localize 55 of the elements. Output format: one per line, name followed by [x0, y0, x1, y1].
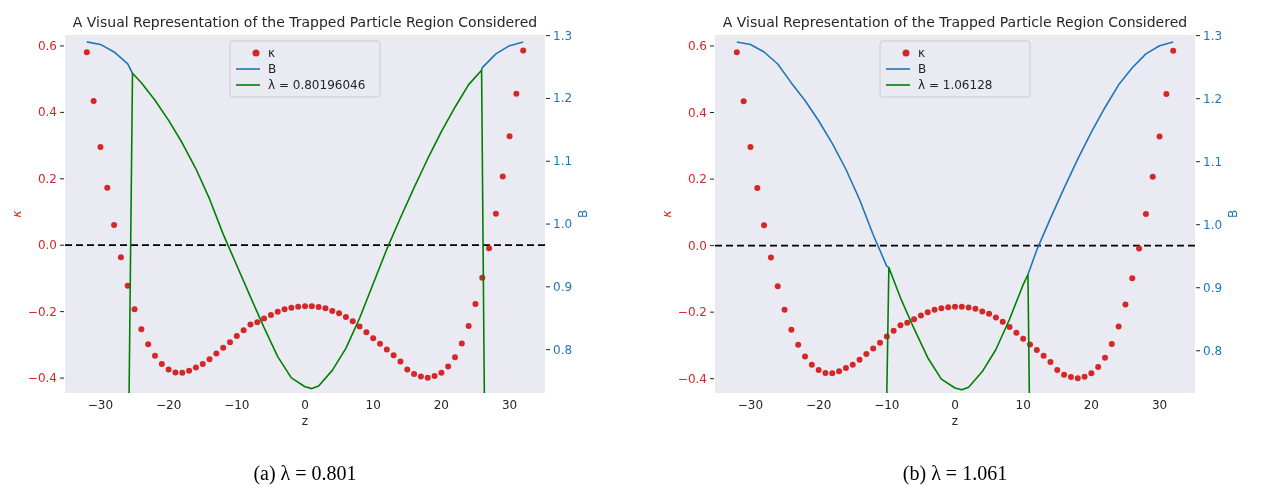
x-tick-label: −30: [737, 398, 764, 412]
x-tick-label: 20: [1083, 398, 1099, 412]
x-tick-label: 10: [1015, 398, 1031, 412]
y-tick-label: −0.4: [27, 371, 57, 386]
legend-label: B: [918, 62, 927, 76]
y2-axis-title: B: [576, 209, 590, 219]
x-tick-label: 0: [951, 398, 959, 412]
y-tick-label: −0.2: [677, 305, 707, 320]
y2-tick-label: 0.9: [553, 279, 573, 294]
x-tick-label: −20: [805, 398, 832, 412]
x-tick-label: −20: [155, 398, 182, 412]
x-tick-label: 0: [301, 398, 309, 412]
text: (b) λ = 1.061: [902, 462, 1008, 485]
chart-title: A Visual Representation of the Trapped Particle Region Considered: [722, 14, 1188, 30]
y2-tick-label: 1.0: [1203, 217, 1223, 232]
legend-label: κ: [918, 46, 926, 60]
y-axis-title: κ: [660, 209, 674, 218]
x-axis-title: z: [301, 414, 309, 428]
y-axis-title: κ: [10, 209, 24, 218]
y-tick-label: 0.6: [37, 38, 57, 53]
y-tick-label: −0.2: [27, 304, 57, 319]
y-tick-label: 0.4: [37, 105, 57, 120]
y-tick-label: 0.0: [37, 238, 57, 253]
x-tick-label: 30: [501, 398, 518, 412]
y2-tick-label: 0.9: [1203, 280, 1223, 295]
text: (a) λ = 0.801: [253, 462, 357, 485]
y-tick-label: −0.4: [677, 371, 707, 386]
y2-tick-label: 1.2: [1203, 91, 1223, 106]
y2-tick-label: 1.3: [1203, 28, 1223, 43]
y2-tick-label: 0.8: [553, 342, 573, 357]
y2-tick-label: 1.2: [553, 91, 573, 106]
y-tick-label: 0.4: [687, 105, 707, 120]
legend-label: λ = 1.06128: [918, 78, 993, 92]
y2-tick-label: 1.3: [553, 28, 573, 43]
x-tick-label: 20: [433, 398, 449, 412]
line-series: [886, 266, 1031, 394]
x-tick-label: 10: [365, 398, 381, 412]
legend-label: κ: [268, 46, 276, 60]
y-tick-label: 0.0: [687, 238, 707, 253]
chart-title: A Visual Representation of the Trapped Particle Region Considered: [72, 14, 538, 30]
legend-label: B: [268, 62, 277, 76]
y-tick-label: 0.2: [37, 171, 57, 186]
x-tick-label: −10: [224, 398, 250, 412]
y2-tick-label: 0.8: [1203, 343, 1223, 358]
y-tick-label: 0.6: [687, 38, 707, 53]
x-tick-label: −10: [874, 398, 900, 412]
legend-label: λ = 0.80196046: [268, 78, 366, 92]
y2-tick-label: 1.1: [1203, 154, 1223, 169]
y2-tick-label: 1.1: [553, 154, 573, 169]
x-axis-title: z: [951, 414, 959, 428]
y2-axis-title: B: [1226, 209, 1240, 219]
x-tick-label: −30: [87, 398, 114, 412]
y-tick-label: 0.2: [687, 172, 707, 187]
x-tick-label: 30: [1151, 398, 1168, 412]
y2-tick-label: 1.0: [553, 217, 573, 232]
